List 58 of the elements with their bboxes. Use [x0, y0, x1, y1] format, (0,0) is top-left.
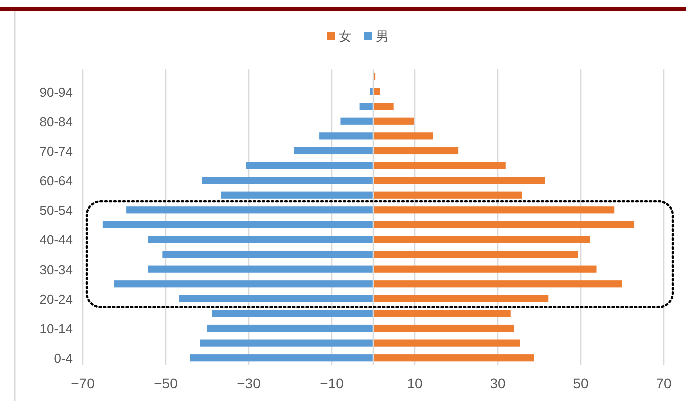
- bar: [374, 266, 597, 273]
- bar: [374, 103, 394, 110]
- bar: [374, 118, 414, 125]
- bar: [374, 132, 434, 140]
- legend-label: 男: [376, 29, 389, 44]
- bar: [374, 310, 511, 318]
- bar: [374, 206, 615, 214]
- bar: [374, 354, 534, 362]
- bar: [374, 236, 590, 244]
- bar: [212, 310, 374, 318]
- y-tick-label: 20-24: [40, 292, 73, 307]
- y-tick-label: 90-94: [40, 84, 73, 100]
- x-tick-label: 10: [407, 376, 423, 392]
- x-tick-label: 50: [573, 376, 589, 392]
- legend-label: 女: [339, 29, 352, 44]
- bar: [374, 162, 506, 170]
- bar: [208, 324, 374, 332]
- bar: [200, 340, 374, 347]
- bar: [374, 250, 579, 258]
- bar: [374, 295, 549, 302]
- y-tick-label: 80-84: [40, 114, 73, 130]
- bar: [374, 177, 546, 184]
- bar: [148, 266, 374, 273]
- x-tick-label: −70: [71, 376, 96, 392]
- bar: [114, 280, 374, 288]
- bar: [102, 221, 374, 228]
- bar: [162, 250, 374, 258]
- bar: [202, 177, 374, 184]
- x-tick-label: −10: [320, 376, 344, 392]
- bar: [320, 132, 374, 140]
- bar: [221, 192, 374, 199]
- bar: [374, 147, 459, 155]
- y-tick-label: 0-4: [54, 351, 73, 366]
- bar: [374, 340, 520, 347]
- y-tick-label: 60-64: [40, 174, 73, 189]
- y-tick-label: 70-74: [40, 144, 73, 159]
- bar: [294, 147, 374, 155]
- y-tick-label: 40-44: [40, 232, 73, 248]
- bar: [370, 88, 374, 96]
- bar: [374, 324, 514, 332]
- x-tick-label: 70: [656, 376, 672, 392]
- bar: [374, 192, 522, 199]
- y-tick-label: 30-34: [40, 262, 73, 278]
- bar: [360, 103, 374, 110]
- x-tick-label: −50: [154, 376, 178, 392]
- x-tick-label: −30: [237, 376, 262, 392]
- bar: [374, 88, 380, 96]
- bar: [148, 236, 374, 244]
- bar: [190, 354, 374, 362]
- bar: [179, 295, 374, 302]
- bar: [246, 162, 374, 170]
- y-tick-label: 10-14: [40, 322, 73, 337]
- bar: [374, 280, 622, 288]
- bar: [126, 206, 374, 214]
- bar: [340, 118, 374, 125]
- bar: [374, 221, 635, 228]
- y-tick-label: 50-54: [40, 203, 73, 218]
- x-tick-label: 30: [490, 376, 506, 392]
